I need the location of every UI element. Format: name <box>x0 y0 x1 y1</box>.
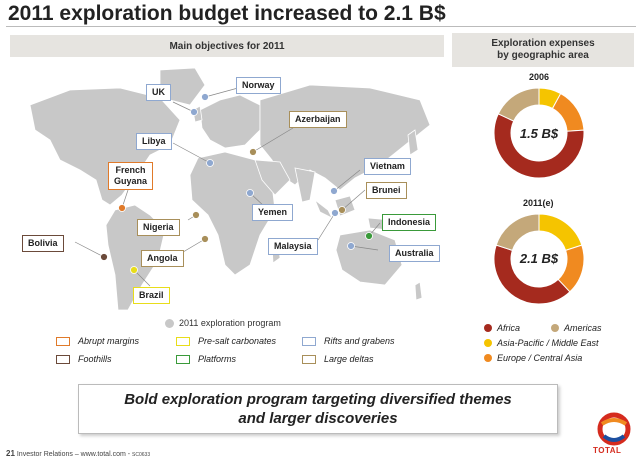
legend-pre-salt: Pre-salt carbonates <box>176 336 276 346</box>
banner-line1: Bold exploration program targeting diver… <box>124 391 512 408</box>
sumatra <box>314 198 333 219</box>
legend-large-deltas: Large deltas <box>302 354 374 364</box>
donut-slice-americas <box>495 213 540 251</box>
legend-pre-salt-label: Pre-salt carbonates <box>198 336 277 346</box>
label-australia: Australia <box>389 245 440 262</box>
label-vietnam: Vietnam <box>364 158 411 175</box>
label-nigeria: Nigeria <box>137 219 180 236</box>
swatch-orange-icon <box>56 336 70 346</box>
footer-code: SC0633 <box>132 452 151 458</box>
swatch-blue-icon <box>302 336 316 346</box>
label-libya: Libya <box>136 133 172 150</box>
swatch-green-icon <box>176 354 190 364</box>
europe <box>199 94 261 149</box>
dot-nigeria <box>192 211 200 219</box>
expenses-heading: Exploration expenses by geographic area <box>452 33 634 67</box>
dot-brunei <box>338 206 346 214</box>
dot-bolivia <box>100 253 108 261</box>
footer: 21 Investor Relations – www.total.com - … <box>6 449 150 458</box>
dot-french-guyana <box>118 204 126 212</box>
label-french-guyana-line1: French <box>115 165 146 175</box>
legend-abrupt-margins: Abrupt margins <box>56 336 139 346</box>
donut-slice-americas <box>497 87 540 122</box>
dot-indonesia <box>365 232 373 240</box>
program-legend: 2011 exploration program <box>165 318 281 328</box>
footer-text: Investor Relations – www.total.com - <box>16 451 131 458</box>
swatch-dark-brown-icon <box>56 354 70 364</box>
label-french-guyana-line2: Guyana <box>114 176 148 186</box>
legend-americas: Americas <box>551 323 602 333</box>
page-number: 21 <box>6 449 15 458</box>
label-uk: UK <box>146 84 171 101</box>
legend-foothills-label: Foothills <box>78 354 112 364</box>
legend-europe-label: Europe / Central Asia <box>497 353 583 363</box>
dot-malaysia <box>331 209 339 217</box>
program-legend-label: 2011 exploration program <box>179 318 281 328</box>
japan <box>407 129 419 156</box>
dot-australia <box>347 242 355 250</box>
program-dot-icon <box>165 318 174 328</box>
label-indonesia: Indonesia <box>382 214 437 231</box>
legend-rifts: Rifts and grabens <box>302 336 395 346</box>
dot-libya <box>206 159 214 167</box>
year-2006: 2006 <box>529 72 550 82</box>
legend-rifts-label: Rifts and grabens <box>324 336 395 346</box>
new-zealand <box>414 281 423 301</box>
arabia <box>254 159 291 196</box>
europe-dot-icon <box>484 354 492 362</box>
label-malaysia: Malaysia <box>268 238 318 255</box>
legend-abrupt-margins-label: Abrupt margins <box>78 336 140 346</box>
legend-africa: Africa <box>484 323 520 333</box>
legend-platforms: Platforms <box>176 354 236 364</box>
africa-dot-icon <box>484 324 492 332</box>
objectives-heading: Main objectives for 2011 <box>10 35 444 57</box>
page-title: 2011 exploration budget increased to 2.1… <box>8 2 446 25</box>
donut-2006 <box>493 87 585 179</box>
dot-vietnam <box>330 187 338 195</box>
dot-norway <box>201 93 209 101</box>
legend-americas-label: Americas <box>564 323 602 333</box>
legend-europe: Europe / Central Asia <box>484 353 582 363</box>
label-brazil: Brazil <box>133 287 170 304</box>
dot-yemen <box>246 189 254 197</box>
donut-2011-value: 2.1 B$ <box>519 251 559 266</box>
donut-slice-asia-pacific <box>538 213 583 251</box>
legend-asia-pacific: Asia-Pacific / Middle East <box>484 338 599 348</box>
asia-pacific-dot-icon <box>484 339 492 347</box>
expenses-heading-line1: Exploration expenses <box>491 38 595 49</box>
banner-line2: and larger discoveries <box>238 410 398 427</box>
legend-platforms-label: Platforms <box>198 354 237 364</box>
donut-2011 <box>493 213 585 305</box>
label-bolivia: Bolivia <box>22 235 64 252</box>
conclusion-banner: Bold exploration program targeting diver… <box>78 384 558 434</box>
swatch-yellow-icon <box>176 336 190 346</box>
legend-asia-pacific-label: Asia-Pacific / Middle East <box>497 338 599 348</box>
year-2011: 2011(e) <box>523 198 554 208</box>
label-french-guyana: French Guyana <box>108 162 154 190</box>
total-logo-icon <box>597 412 631 446</box>
label-azerbaijan: Azerbaijan <box>289 111 347 128</box>
americas-dot-icon <box>551 324 559 332</box>
legend-foothills: Foothills <box>56 354 112 364</box>
dot-azerbaijan <box>249 148 257 156</box>
dot-angola <box>201 235 209 243</box>
label-angola: Angola <box>141 250 184 267</box>
donut-slice-africa <box>493 113 585 179</box>
dot-uk <box>190 108 198 116</box>
donut-2006-value: 1.5 B$ <box>519 126 559 141</box>
india <box>294 167 316 203</box>
label-norway: Norway <box>236 77 281 94</box>
swatch-brown-icon <box>302 354 316 364</box>
dot-brazil <box>130 266 138 274</box>
expenses-heading-line2: by geographic area <box>497 50 589 61</box>
donut-slice-africa <box>493 244 571 305</box>
label-yemen: Yemen <box>252 204 294 221</box>
legend-africa-label: Africa <box>497 323 521 333</box>
label-brunei: Brunei <box>366 182 407 199</box>
title-divider <box>6 26 636 27</box>
legend-large-deltas-label: Large deltas <box>324 354 374 364</box>
logo-text: TOTAL <box>593 446 622 455</box>
